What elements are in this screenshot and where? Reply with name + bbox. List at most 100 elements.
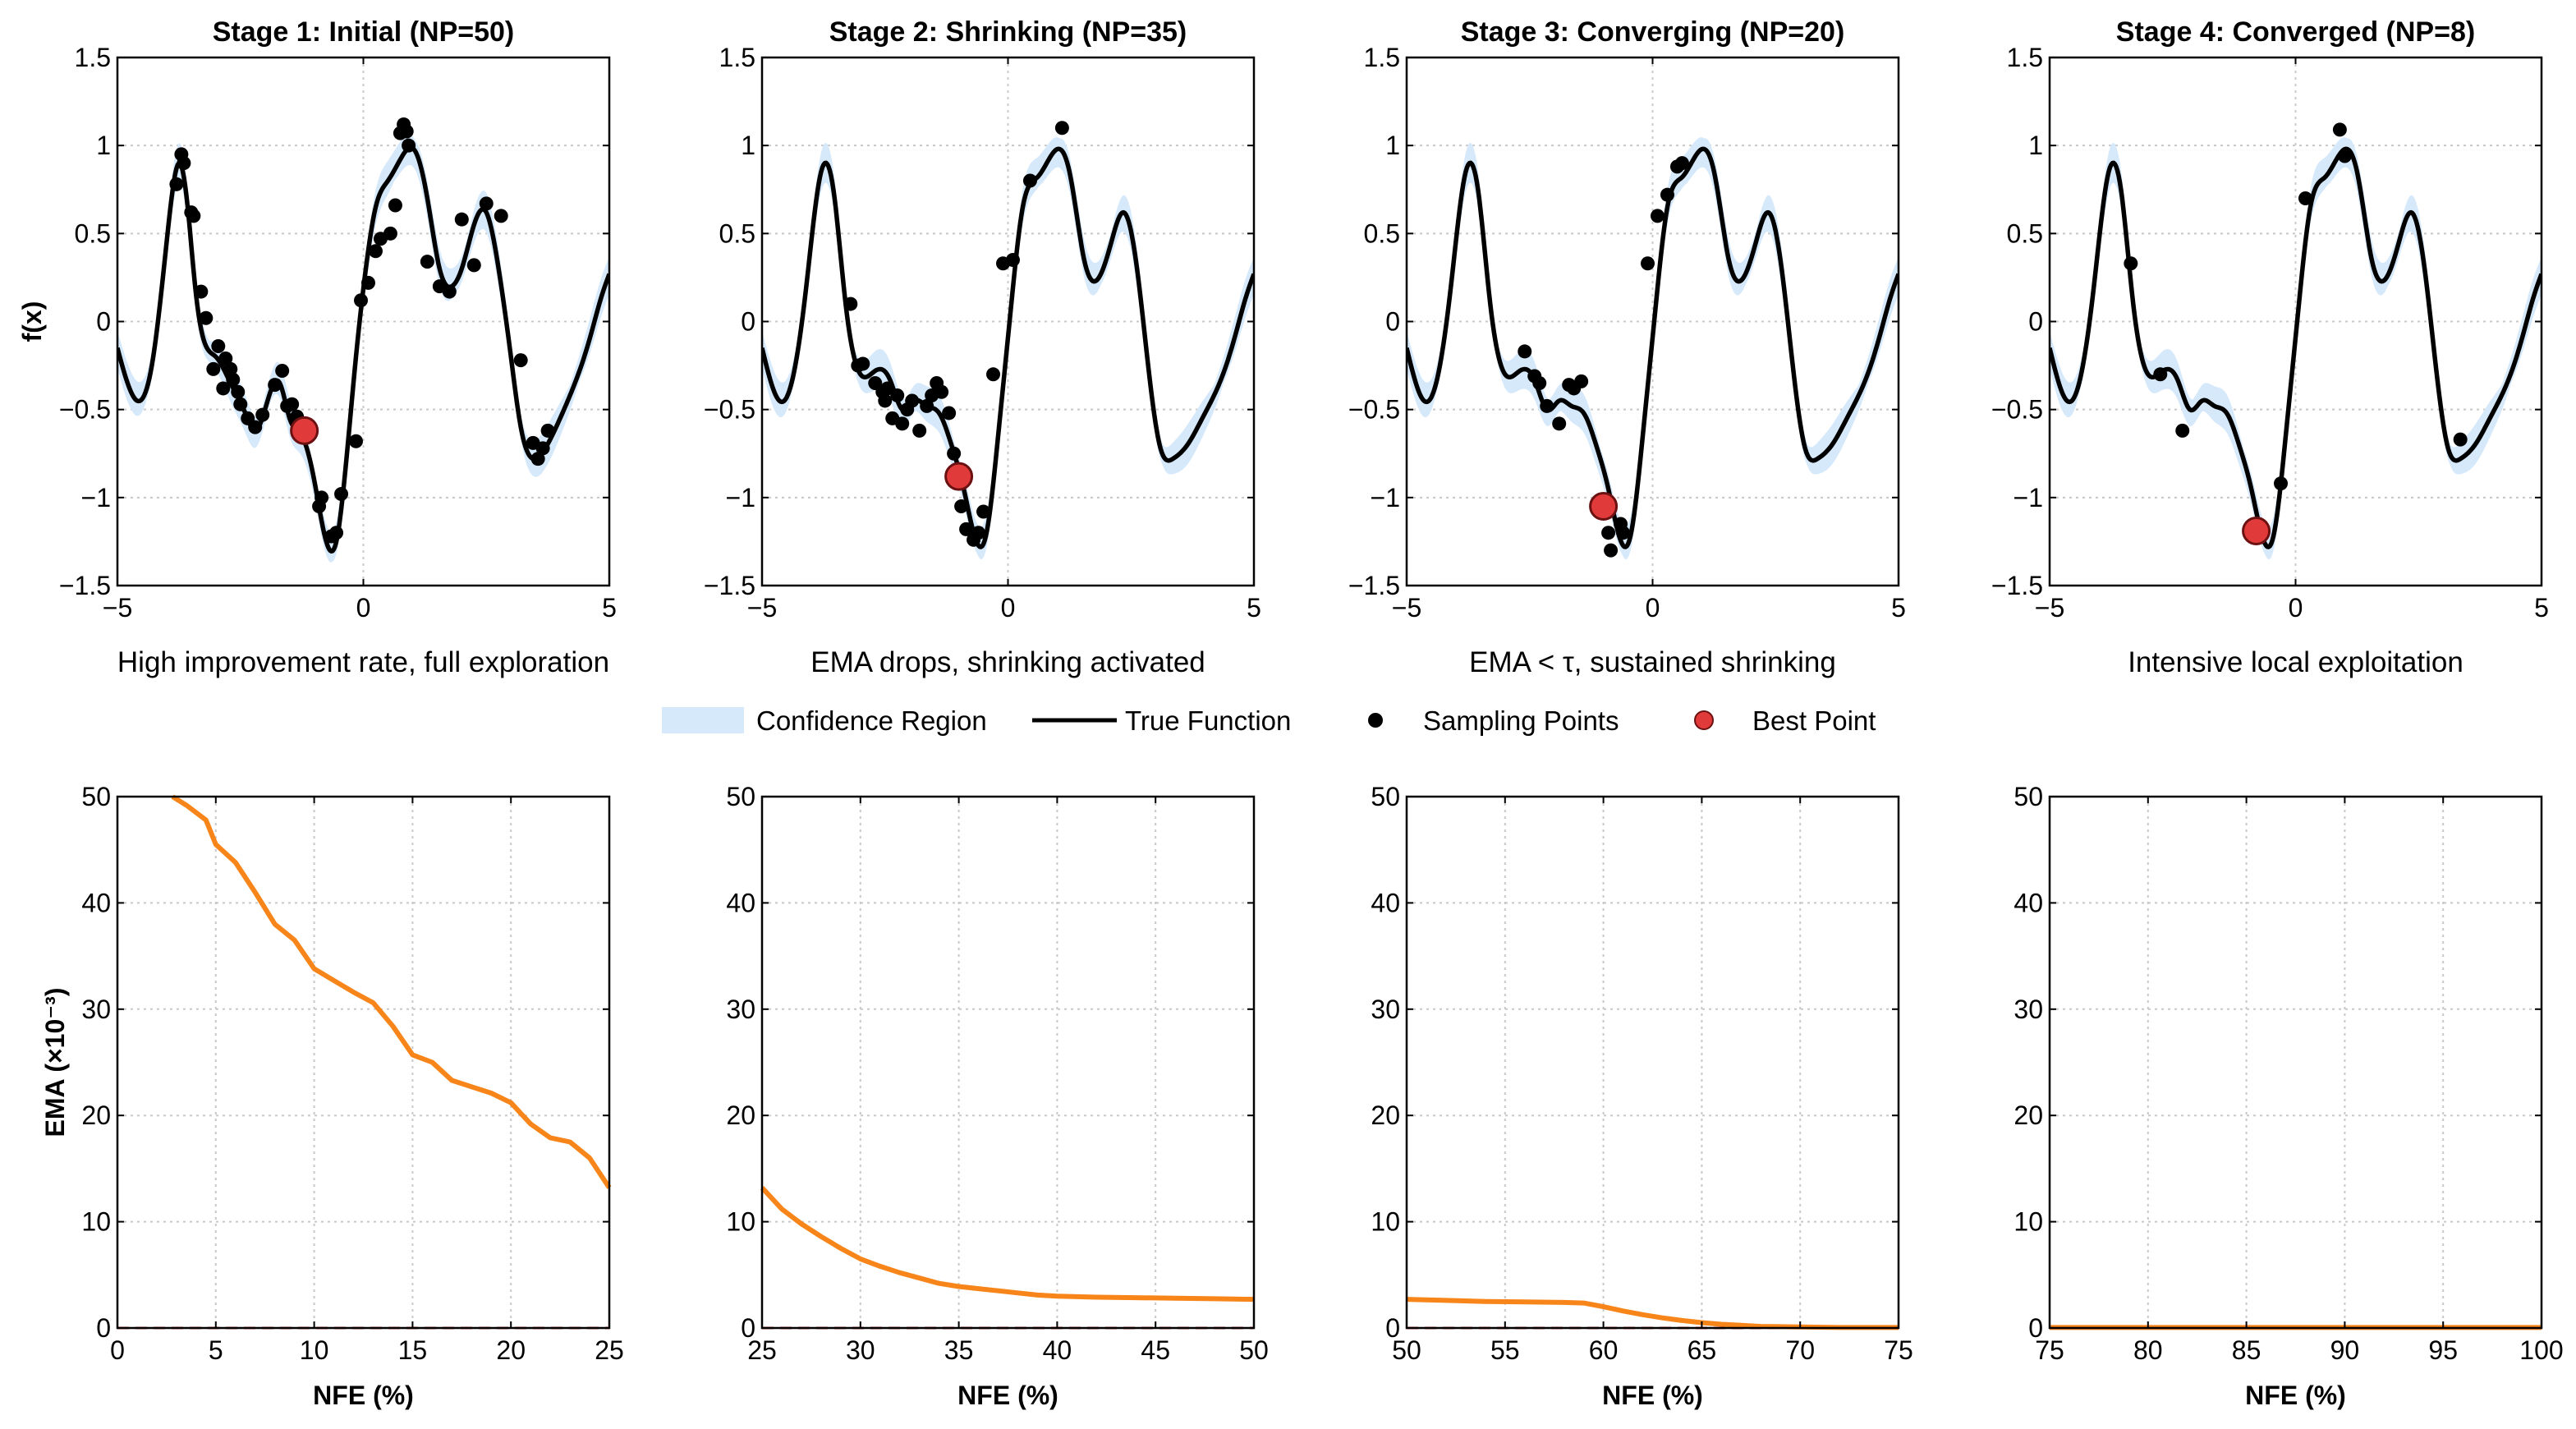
sampling-point	[442, 284, 457, 299]
x-tick-label: 5	[209, 1335, 223, 1365]
x-tick-label: 20	[496, 1335, 526, 1365]
sampling-point	[315, 490, 329, 505]
y-tick-label: 50	[81, 782, 111, 811]
legend-confidence-label: Confidence Region	[756, 705, 987, 736]
y-tick-label: 1.5	[2007, 43, 2043, 72]
x-tick-label: 45	[1141, 1335, 1170, 1365]
y-tick-label: 1	[1385, 131, 1400, 160]
sampling-point	[1616, 526, 1631, 540]
function-panel-stage-2: −5 0 5 1.5 1 0.5 0 −0.5 −1 −1.5 Stage 2: Shrinking…	[704, 16, 1261, 678]
y-tick-label: −1.5	[1348, 571, 1400, 600]
sampling-point	[1022, 173, 1037, 188]
x-axis-label: NFE (%)	[313, 1381, 414, 1410]
x-tick-label: 50	[1239, 1335, 1269, 1365]
sampling-point	[216, 381, 231, 396]
y-tick-label: −1	[2014, 483, 2043, 512]
sampling-point	[1054, 121, 1069, 136]
sampling-point	[2124, 256, 2138, 271]
axes-box	[760, 795, 1256, 1330]
ema-panel-stage-3: 50 55 60 65 70 75 0 10 20 30 40 50 NFE (%)	[1371, 782, 1912, 1410]
axes-box	[116, 795, 611, 1330]
x-tick-label: 0	[110, 1335, 125, 1365]
y-tick-label: 30	[2014, 995, 2043, 1024]
sampling-point	[959, 522, 974, 536]
sampling-point	[479, 196, 494, 211]
sampling-point	[186, 209, 201, 223]
y-tick-label: 0	[96, 1313, 111, 1343]
y-tick-label: −0.5	[1991, 395, 2043, 425]
y-axis-label: f(x)	[17, 301, 47, 342]
x-axis-label: NFE (%)	[957, 1381, 1058, 1410]
sampling-point	[2274, 476, 2289, 491]
legend-sampling-label: Sampling Points	[1423, 705, 1619, 736]
x-tick-label: 85	[2232, 1335, 2261, 1365]
y-tick-label: 10	[726, 1207, 755, 1237]
y-tick-label: 20	[81, 1100, 111, 1130]
x-tick-label: 90	[2330, 1335, 2360, 1365]
true-function-line	[762, 146, 1254, 549]
y-tick-label: 30	[1371, 995, 1400, 1024]
sampling-point	[1660, 187, 1674, 202]
sampling-point	[399, 124, 414, 139]
ema-panel-stage-2: 25 30 35 40 45 50 0 10 20 30 40 50 NFE (%)	[726, 782, 1268, 1410]
y-tick-label: 1.5	[75, 43, 111, 72]
sampling-point	[1574, 374, 1589, 388]
x-tick-label: 65	[1687, 1335, 1717, 1365]
sampling-point	[248, 420, 263, 434]
x-tick-label: 50	[1392, 1335, 1421, 1365]
sampling-point	[218, 352, 233, 366]
sampling-point	[1540, 398, 1554, 413]
sampling-point	[368, 244, 383, 259]
sampling-point	[354, 293, 369, 308]
y-tick-label: 1	[96, 131, 111, 160]
y-tick-label: 0.5	[75, 218, 111, 248]
x-axis-label: EMA < τ, sustained shrinking	[1469, 646, 1836, 678]
x-tick-label: 75	[2035, 1335, 2064, 1365]
legend-confidence-swatch	[662, 707, 744, 733]
legend-best-label: Best Point	[1752, 705, 1876, 736]
x-tick-label: 100	[2519, 1335, 2563, 1365]
ema-line	[760, 1186, 1255, 1303]
y-tick-label: 0	[2028, 1313, 2043, 1343]
y-tick-label: 30	[726, 995, 755, 1024]
axes-box	[2048, 795, 2543, 1330]
sampling-point	[535, 441, 550, 456]
sampling-point	[843, 296, 858, 311]
y-tick-label: 1	[741, 131, 755, 160]
sampling-point	[986, 367, 1001, 382]
y-tick-label: −1.5	[1991, 571, 2043, 600]
x-tick-label: 25	[747, 1335, 777, 1365]
sampling-point	[2153, 367, 2168, 382]
sampling-point	[211, 339, 226, 354]
sampling-point	[1641, 256, 1655, 271]
y-tick-label: −0.5	[704, 395, 755, 425]
sampling-point	[226, 372, 241, 387]
sampling-point	[971, 526, 986, 540]
sampling-point	[360, 275, 375, 290]
y-tick-label: 50	[1371, 782, 1400, 811]
panel-title: Stage 3: Converging (NP=20)	[1461, 16, 1845, 48]
sampling-point	[349, 434, 364, 448]
x-tick-label: −5	[1392, 593, 1421, 623]
sampling-point	[1650, 209, 1665, 223]
sampling-point	[912, 423, 927, 438]
best-point	[290, 416, 319, 445]
x-tick-label: −5	[747, 593, 777, 623]
x-tick-label: 0	[2289, 593, 2303, 623]
y-tick-label: 0	[741, 1313, 755, 1343]
x-axis-label: NFE (%)	[2245, 1381, 2346, 1410]
y-tick-label: 20	[726, 1100, 755, 1130]
sampling-point	[275, 364, 290, 379]
sampling-point	[530, 452, 545, 466]
x-tick-label: 5	[602, 593, 617, 623]
x-axis-label: NFE (%)	[1602, 1381, 1703, 1410]
sampling-point	[329, 526, 344, 540]
best-point	[944, 462, 974, 491]
sampling-point	[199, 310, 214, 325]
sampling-point	[1552, 416, 1567, 431]
sampling-point	[895, 416, 910, 431]
x-tick-label: 0	[1001, 593, 1016, 623]
y-tick-label: 0	[1385, 1313, 1400, 1343]
y-tick-label: 30	[81, 995, 111, 1024]
sampling-point	[223, 361, 238, 376]
